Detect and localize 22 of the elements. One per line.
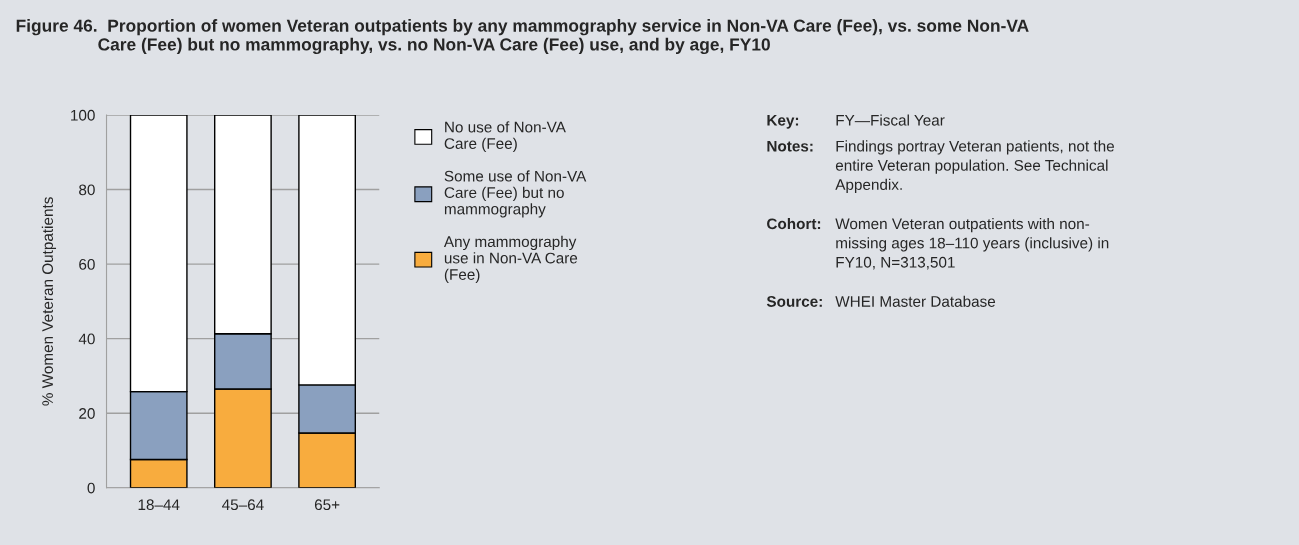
y-tick-label: 20 xyxy=(79,408,95,419)
text: Key: xyxy=(767,115,799,129)
y-tick-label: 80 xyxy=(79,184,95,196)
text: Cohort: xyxy=(767,218,821,230)
legend-label: Any mammography use in Non-VA Care (Fee) xyxy=(443,235,578,283)
y-tick-label: 40 xyxy=(78,333,95,345)
x-tick-label: 18–44 xyxy=(138,499,180,511)
y-tick-label: 100 xyxy=(71,109,95,121)
text: Figure 46. Proportion of women Veteran outpatients by any mammography service in Non-VA Care (Fee), vs. some Non-VA Care (Fee) but no mammography, vs. no Non-VA Care (Fee) use, and by age, FY10 xyxy=(16,19,1029,55)
text: Findings portray Veteran patients, not the entire Veteran population. See Technical Appendix. xyxy=(835,140,1114,194)
y-tick-label: 60 xyxy=(79,258,95,270)
text: FY—Fiscal Year xyxy=(836,114,945,126)
legend-label: No use of Non-VA Care (Fee) xyxy=(444,121,566,152)
text: Notes: xyxy=(767,140,813,152)
source-note: Source: xyxy=(766,296,822,307)
y-axis-title: % Women Veteran Outpatients xyxy=(41,197,57,406)
y-tick-label: 0 xyxy=(87,482,95,494)
x-tick-label: 65+ xyxy=(314,499,340,511)
x-tick-label: 45–64 xyxy=(222,499,264,511)
text: WHEI Master Database xyxy=(835,295,996,307)
text: Women Veteran outpatients with non- missing ages 18–110 years (inclusive) in FY10, N=313,501 xyxy=(835,218,1109,270)
legend-label: Some use of Non-VA Care (Fee) but no mammography xyxy=(444,170,587,218)
